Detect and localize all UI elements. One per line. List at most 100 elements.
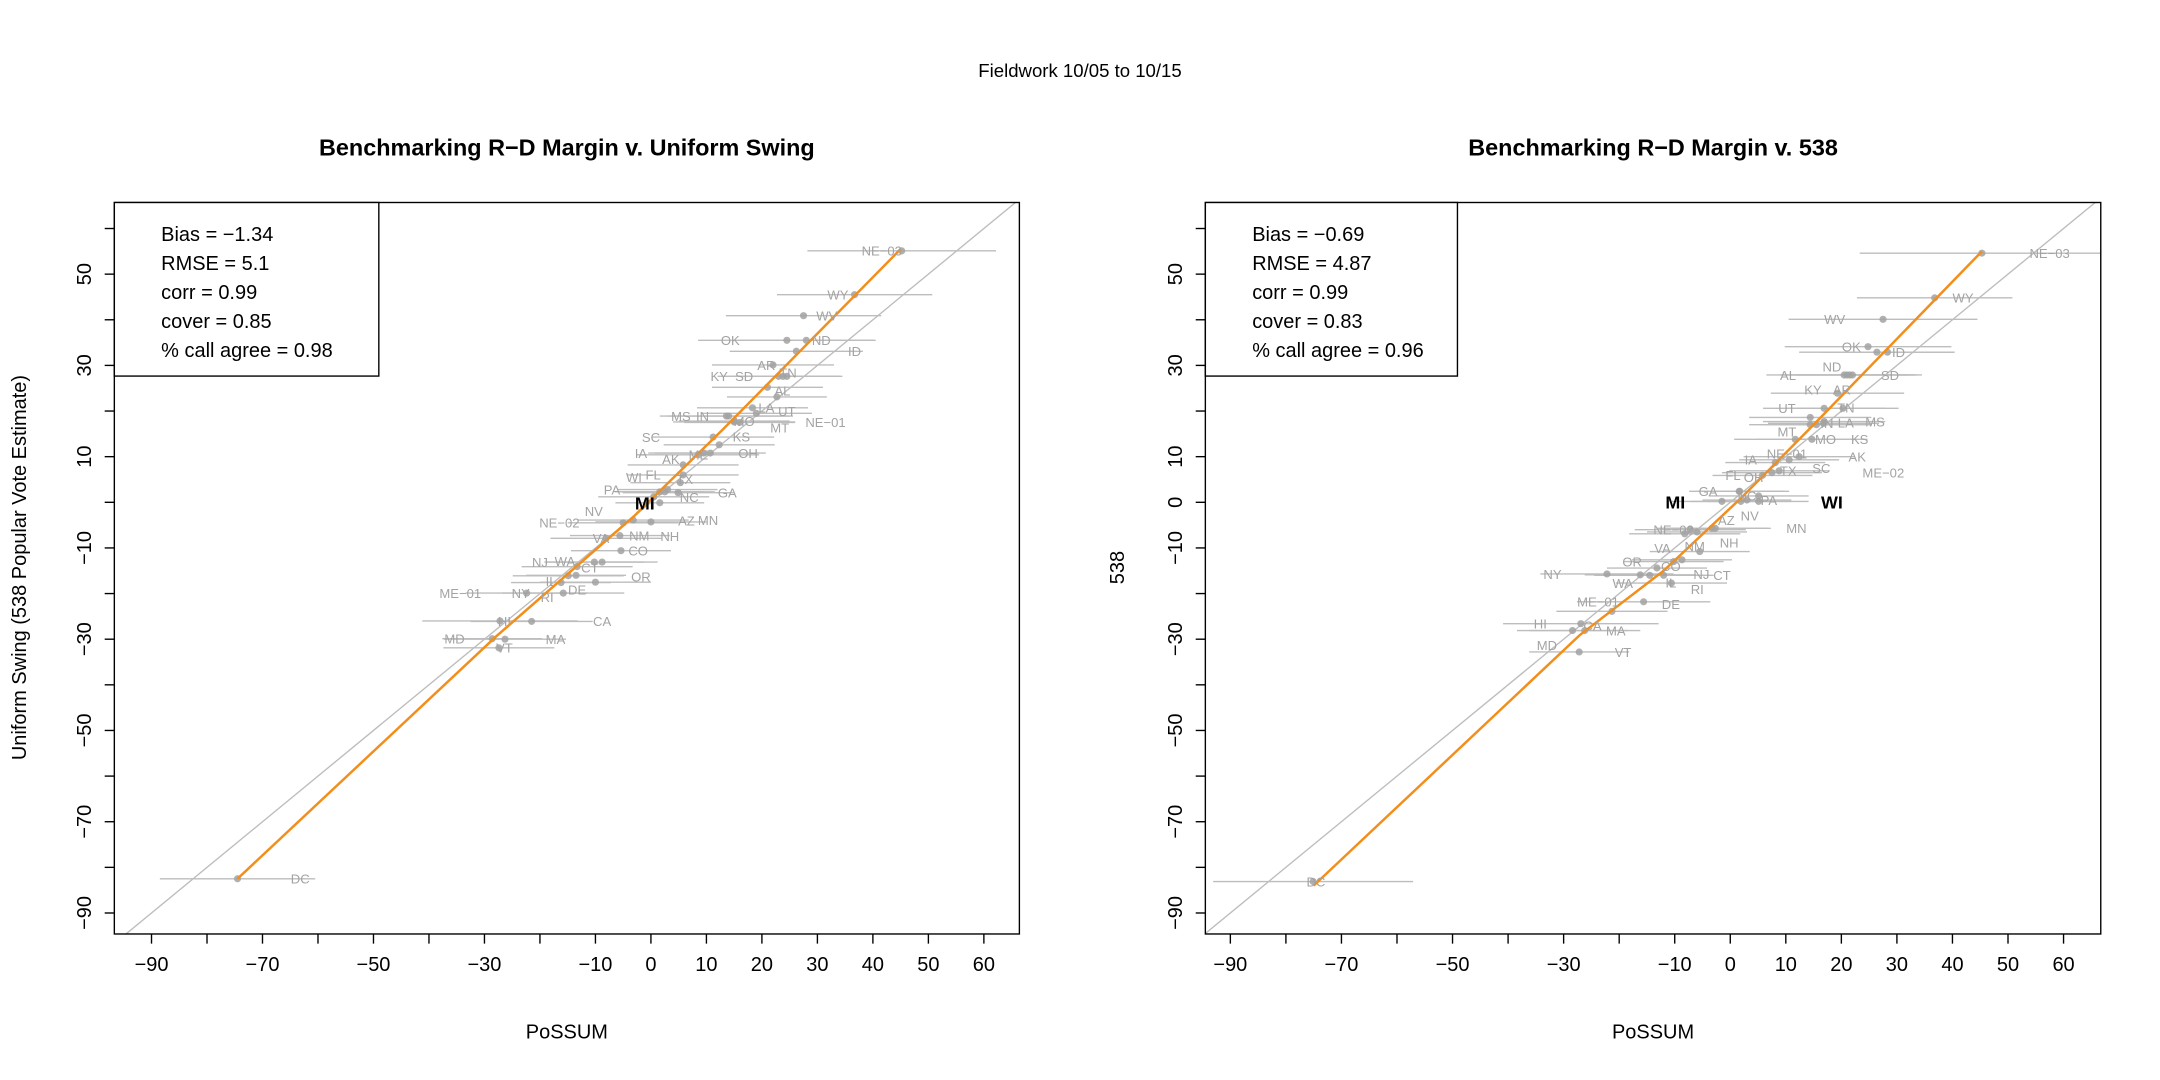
data-point bbox=[1568, 626, 1577, 635]
x-tick-label: 0 bbox=[1725, 954, 1736, 976]
point-label: WA bbox=[1612, 576, 1633, 591]
data-point bbox=[656, 499, 664, 507]
point-label: WA bbox=[555, 554, 576, 569]
data-point bbox=[676, 479, 684, 487]
point-label: UT bbox=[778, 404, 795, 419]
point-label: IA bbox=[635, 446, 648, 461]
point-label: TX bbox=[676, 472, 693, 487]
point-label: IL bbox=[546, 574, 557, 589]
data-point bbox=[495, 644, 503, 652]
x-tick-label: −50 bbox=[357, 954, 391, 976]
point-label: GA bbox=[718, 486, 737, 501]
point-label: HI bbox=[498, 614, 511, 629]
point-label: KS bbox=[1851, 432, 1869, 447]
point-label: AZ bbox=[1718, 513, 1735, 528]
y-tick-label: 10 bbox=[74, 446, 96, 468]
point-label: ID bbox=[1892, 345, 1905, 360]
point-label: SC bbox=[1812, 461, 1830, 476]
point-label: NJ bbox=[532, 555, 548, 570]
point-label: NE−01 bbox=[1767, 446, 1807, 461]
y-tick-label: 30 bbox=[1165, 354, 1187, 376]
data-point bbox=[1743, 496, 1751, 504]
point-label: MA bbox=[1606, 623, 1626, 638]
point-label: ME−02 bbox=[1862, 465, 1904, 480]
data-point bbox=[1693, 528, 1701, 536]
data-point bbox=[528, 617, 536, 625]
point-label: RI bbox=[1691, 582, 1704, 597]
point-label: MD bbox=[1537, 638, 1557, 653]
point-label: WI bbox=[626, 470, 642, 485]
point-label: AZ bbox=[678, 514, 695, 529]
data-point bbox=[1577, 620, 1585, 628]
data-point bbox=[1839, 404, 1847, 412]
data-point bbox=[1603, 570, 1611, 578]
data-point bbox=[1646, 571, 1654, 579]
stats-box-frame bbox=[113, 201, 380, 377]
stats-box-frame bbox=[1204, 201, 1459, 377]
data-point bbox=[572, 571, 580, 579]
data-point bbox=[663, 485, 672, 494]
data-point bbox=[679, 471, 687, 479]
data-point bbox=[617, 547, 625, 555]
point-label: AR bbox=[1833, 382, 1851, 397]
data-point bbox=[1686, 526, 1694, 534]
point-label: CO bbox=[1661, 559, 1681, 574]
point-label: SD bbox=[735, 369, 753, 384]
point-label: CT bbox=[581, 561, 598, 576]
point-label: VT bbox=[496, 641, 513, 656]
point-label: MO bbox=[1815, 432, 1836, 447]
point-label: MN bbox=[1786, 521, 1806, 536]
point-label: UT bbox=[1778, 401, 1795, 416]
point-label: FL bbox=[1725, 468, 1740, 483]
data-point bbox=[1806, 413, 1814, 422]
point-label: WY bbox=[1952, 291, 1973, 306]
y-tick-label: −30 bbox=[1165, 622, 1187, 656]
fit-line bbox=[1312, 250, 1983, 887]
point-label: CA bbox=[593, 614, 611, 629]
point-label: KY bbox=[710, 369, 728, 384]
stat-line: corr = 0.99 bbox=[161, 282, 257, 304]
point-label: MS bbox=[671, 409, 691, 424]
point-label: RI bbox=[541, 590, 554, 605]
point-label: VA bbox=[593, 531, 610, 546]
y-axis-label: Uniform Swing (538 Popular Vote Estimate… bbox=[9, 375, 31, 760]
x-tick-label: −70 bbox=[1325, 954, 1359, 976]
plot-area bbox=[124, 202, 1017, 934]
stat-line: % call agree = 0.96 bbox=[1252, 340, 1424, 362]
x-tick-label: −10 bbox=[579, 954, 613, 976]
point-label: ME−01 bbox=[439, 586, 481, 601]
stat-line: Bias = −1.34 bbox=[161, 224, 273, 246]
panel-uniform-swing: Benchmarking R−D Margin v. Uniform Swing… bbox=[9, 135, 1021, 1044]
data-point bbox=[1678, 556, 1686, 564]
data-point bbox=[1768, 469, 1776, 477]
data-point bbox=[1808, 435, 1816, 443]
point-label: MT bbox=[1777, 425, 1796, 440]
data-point bbox=[1879, 315, 1887, 323]
data-point bbox=[647, 518, 655, 526]
point-label: DC bbox=[291, 872, 310, 887]
point-label: WV bbox=[1824, 312, 1845, 327]
data-point bbox=[736, 418, 744, 427]
x-tick-label: 20 bbox=[751, 954, 773, 976]
x-axis-label: PoSSUM bbox=[526, 1022, 608, 1044]
data-point bbox=[799, 312, 808, 320]
x-tick-label: 50 bbox=[917, 954, 939, 976]
y-tick-label: −10 bbox=[74, 531, 96, 565]
x-tick-label: −30 bbox=[468, 954, 502, 976]
data-point bbox=[1640, 598, 1648, 606]
x-tick-label: 10 bbox=[1775, 954, 1797, 976]
point-label: OR bbox=[631, 569, 651, 584]
stat-line: corr = 0.99 bbox=[1252, 282, 1348, 304]
x-tick-label: 60 bbox=[973, 954, 995, 976]
point-label: MD bbox=[444, 632, 464, 647]
y-tick-label: −50 bbox=[1165, 714, 1187, 748]
data-point bbox=[715, 441, 723, 449]
point-label: TN bbox=[1837, 401, 1854, 416]
stat-line: % call agree = 0.98 bbox=[161, 340, 333, 362]
point-label: SC bbox=[642, 430, 660, 445]
point-label: VA bbox=[1654, 541, 1671, 556]
data-point bbox=[725, 412, 733, 420]
data-point bbox=[1736, 487, 1744, 495]
data-point bbox=[1864, 343, 1872, 351]
